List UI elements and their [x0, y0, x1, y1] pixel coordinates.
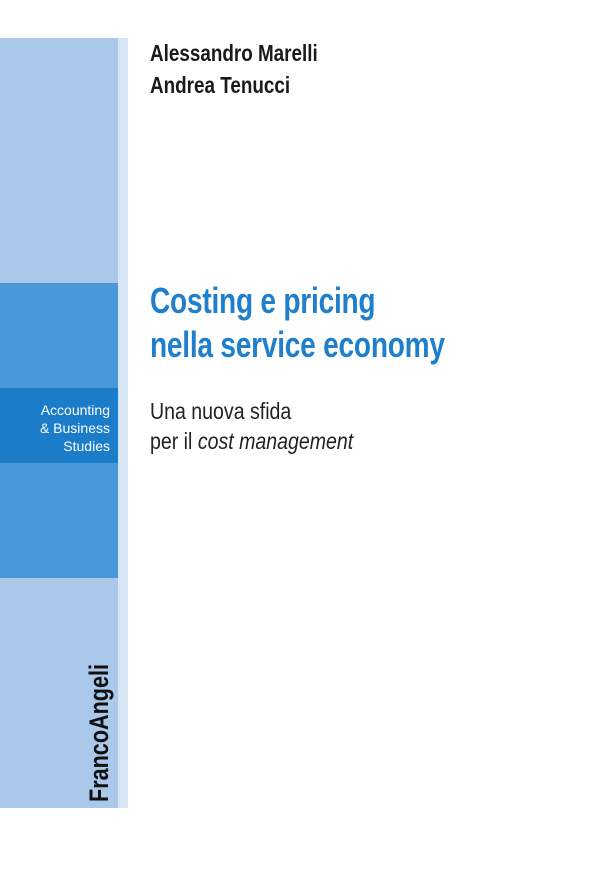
subtitle-text: per il: [150, 428, 193, 454]
publisher: FrancoAngeli: [84, 663, 114, 802]
side-strip: [118, 38, 128, 808]
author: Andrea Tenucci: [150, 72, 291, 98]
band-dark: [0, 388, 118, 463]
subtitle-italic: cost management: [197, 428, 354, 454]
subtitle-line: per il cost management: [150, 428, 353, 455]
title-line: Costing e pricing: [150, 280, 376, 321]
series-line: Accounting: [40, 402, 110, 418]
subtitle-line: Una nuova sfida: [150, 398, 292, 424]
author: Alessandro Marelli: [150, 40, 318, 66]
title-line: nella service economy: [150, 324, 445, 365]
series-line: & Business: [39, 420, 110, 436]
series-line: Studies: [63, 438, 110, 454]
series-name: Accounting & Business Studies: [40, 401, 110, 455]
